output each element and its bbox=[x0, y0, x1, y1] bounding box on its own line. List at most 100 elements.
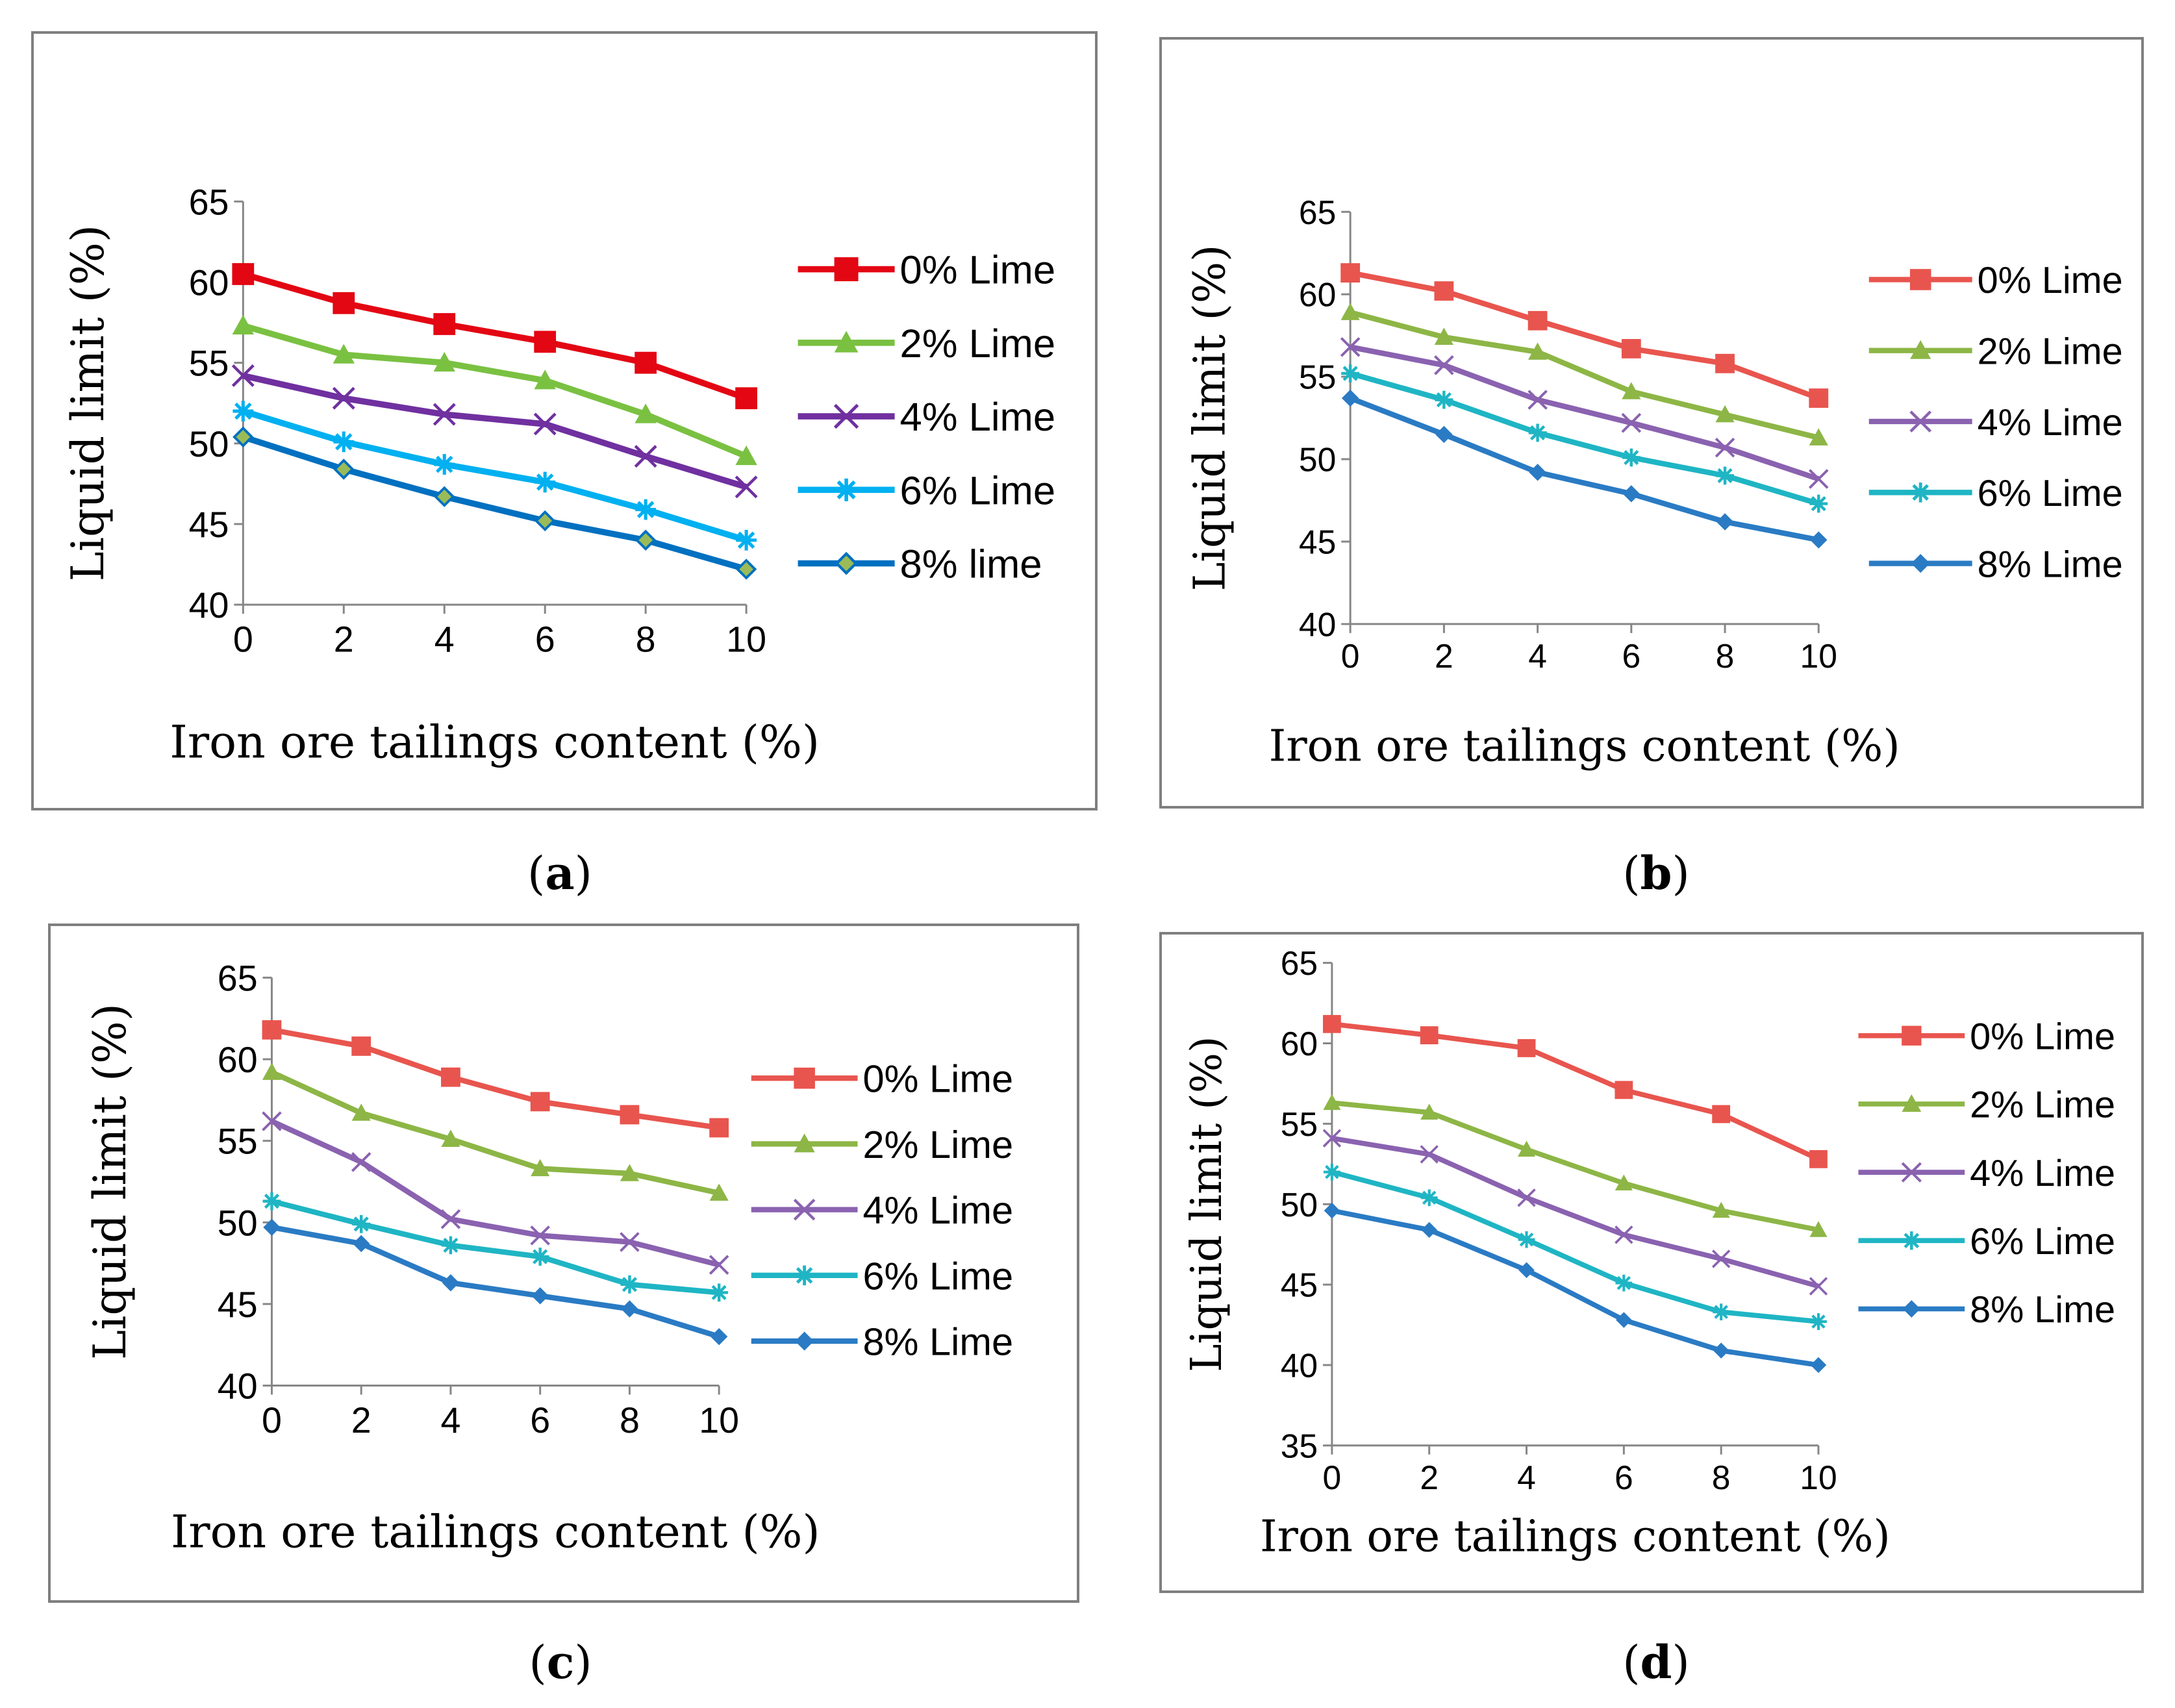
chart-a-xtick-label: 8 bbox=[636, 619, 656, 659]
chart-a-point-s1-4 bbox=[635, 403, 657, 423]
chart-b-point-s0-1 bbox=[1434, 281, 1454, 301]
chart-b-xtick-label: 8 bbox=[1716, 637, 1735, 675]
chart-panel-d: 35 40 45 50 55 60 65 0 2 4 6 8 10 Iron ore tailings c… bbox=[1159, 932, 2144, 1593]
chart-c-point-s1-4 bbox=[620, 1164, 640, 1181]
chart-d-ytick-label: 35 bbox=[1281, 1427, 1318, 1464]
chart-a-point-s3-0 bbox=[233, 401, 254, 421]
chart-c-ytick-label: 45 bbox=[218, 1285, 258, 1325]
chart-c-point-s2-3 bbox=[530, 1225, 550, 1246]
chart-c-point-s0-0 bbox=[262, 1020, 282, 1040]
chart-a-legend-0-marker bbox=[834, 257, 859, 282]
chart-c-ytick-label: 55 bbox=[218, 1122, 258, 1162]
chart-a-point-s1-0 bbox=[232, 314, 255, 334]
chart-c-point-s3-5 bbox=[710, 1283, 729, 1302]
chart-c-point-s1-1 bbox=[351, 1103, 371, 1121]
chart-b-point-s1-5 bbox=[1809, 428, 1828, 446]
chart-c-legend-label-0: 0% Lime bbox=[862, 1057, 1013, 1101]
chart-c-xtick-label: 6 bbox=[530, 1400, 550, 1440]
chart-d-legend-4-marker bbox=[1902, 1300, 1920, 1318]
chart-d-point-s0-4 bbox=[1712, 1105, 1731, 1124]
chart-d-point-s3-2 bbox=[1518, 1231, 1535, 1248]
chart-d-legend-label-2: 4% Lime bbox=[1970, 1153, 2115, 1194]
chart-b-point-s0-3 bbox=[1621, 339, 1641, 358]
chart-panel-b: 40 45 50 55 60 65 0 2 4 6 8 10 Iron ore tailings con… bbox=[1159, 37, 2144, 809]
chart-a-legend-label-0: 0% Lime bbox=[900, 248, 1056, 293]
chart-d-point-s4-2 bbox=[1518, 1262, 1535, 1279]
chart-c-point-s3-4 bbox=[620, 1275, 639, 1294]
chart-b-point-s2-5 bbox=[1808, 469, 1829, 489]
chart-c-point-s1-2 bbox=[441, 1129, 460, 1147]
chart-a-point-s3-5 bbox=[736, 529, 757, 551]
caption-b: (b) bbox=[1622, 846, 1690, 900]
chart-d-ytick-label: 55 bbox=[1281, 1105, 1318, 1143]
chart-b-point-s3-2 bbox=[1528, 423, 1547, 442]
chart-d-point-s4-0 bbox=[1324, 1202, 1340, 1219]
chart-d-xtick-label: 6 bbox=[1615, 1459, 1633, 1496]
chart-a-xtick-label: 6 bbox=[535, 619, 555, 659]
chart-c-legend-label-3: 6% Lime bbox=[862, 1254, 1013, 1298]
chart-d-point-s0-2 bbox=[1517, 1039, 1536, 1057]
chart-a-point-s2-0 bbox=[231, 364, 255, 387]
chart-a-point-s4-4 bbox=[635, 529, 657, 551]
chart-c-series-line-4 bbox=[271, 1224, 720, 1340]
chart-d-ytick-label: 50 bbox=[1281, 1186, 1318, 1224]
chart-c-point-s0-4 bbox=[620, 1105, 640, 1125]
chart-a-point-s2-1 bbox=[332, 386, 355, 410]
chart-c-x-axis-title: Iron ore tailings content (%) bbox=[171, 1507, 820, 1559]
chart-a-xtick-label: 2 bbox=[334, 619, 354, 659]
chart-a-legend-label-1: 2% Lime bbox=[900, 321, 1056, 366]
chart-c-point-s1-0 bbox=[262, 1062, 282, 1080]
chart-d-point-s2-0 bbox=[1322, 1129, 1342, 1148]
chart-c-legend-0-marker bbox=[794, 1067, 815, 1089]
chart-b-xtick-label: 2 bbox=[1435, 637, 1453, 675]
chart-b-xtick-label: 6 bbox=[1622, 637, 1641, 675]
chart-b-point-s4-3 bbox=[1622, 485, 1641, 503]
chart-b-svg: 40 45 50 55 60 65 0 2 4 6 8 10 Iron ore tailings con… bbox=[1183, 194, 2122, 772]
chart-d-svg: 35 40 45 50 55 60 65 0 2 4 6 8 10 Iron ore tailings c… bbox=[1182, 944, 2115, 1561]
chart-b-xtick-label: 4 bbox=[1528, 637, 1547, 675]
chart-c-xtick-label: 10 bbox=[699, 1400, 739, 1440]
chart-d-point-s1-3 bbox=[1615, 1174, 1633, 1190]
chart-a-point-s3-1 bbox=[333, 431, 355, 453]
chart-a-point-s4-3 bbox=[534, 510, 556, 532]
chart-d-ytick-label: 40 bbox=[1281, 1346, 1318, 1384]
chart-d-point-s0-5 bbox=[1809, 1149, 1828, 1168]
chart-a-point-s0-2 bbox=[433, 313, 456, 335]
chart-a-point-s2-5 bbox=[735, 475, 758, 499]
chart-d-ytick-label: 60 bbox=[1281, 1025, 1318, 1062]
chart-c-point-s0-2 bbox=[441, 1067, 460, 1087]
chart-b-ytick-label: 40 bbox=[1299, 605, 1336, 643]
chart-d-legend-2-marker bbox=[1901, 1162, 1922, 1183]
chart-d-series-line-4 bbox=[1331, 1208, 1819, 1368]
chart-a-legend-label-4: 8% lime bbox=[900, 542, 1042, 587]
chart-d-point-s0-3 bbox=[1615, 1081, 1633, 1099]
chart-d-point-s2-3 bbox=[1615, 1225, 1633, 1244]
chart-a-point-s4-0 bbox=[233, 426, 254, 448]
chart-d-y-axis-title: Liquid limit (%) bbox=[1182, 1036, 1231, 1372]
chart-b-point-s0-5 bbox=[1809, 388, 1829, 408]
chart-b-x-axis-title: Iron ore tailings content (%) bbox=[1269, 720, 1900, 771]
chart-a-point-s3-2 bbox=[434, 454, 455, 475]
chart-a-legend-3-marker bbox=[835, 478, 858, 501]
chart-b-point-s3-5 bbox=[1809, 494, 1828, 513]
chart-a-series-line-4 bbox=[242, 434, 748, 573]
chart-d-xtick-label: 8 bbox=[1712, 1459, 1731, 1496]
chart-a-legend-1-marker bbox=[834, 331, 859, 353]
chart-d-xtick-label: 0 bbox=[1323, 1459, 1342, 1496]
chart-c-legend-label-1: 2% Lime bbox=[862, 1123, 1013, 1166]
chart-d-legend-label-4: 8% Lime bbox=[1970, 1289, 2115, 1331]
chart-b-point-s3-1 bbox=[1435, 390, 1453, 409]
caption-d: (d) bbox=[1622, 1635, 1690, 1689]
chart-d-point-s1-2 bbox=[1517, 1140, 1536, 1157]
chart-c-xtick-label: 0 bbox=[262, 1400, 282, 1440]
chart-c-point-s0-5 bbox=[709, 1118, 729, 1138]
chart-a-point-s2-4 bbox=[634, 445, 657, 468]
chart-a-ytick-label: 65 bbox=[189, 182, 229, 222]
chart-panel-a: 40 45 50 55 60 65 0 2 4 6 8 10 Iron ore tailings con… bbox=[31, 31, 1098, 810]
chart-d-series-line-3 bbox=[1331, 1169, 1819, 1324]
chart-b-point-s1-4 bbox=[1715, 405, 1735, 423]
chart-b-y-axis-title: Liquid limit (%) bbox=[1183, 245, 1235, 592]
chart-b-point-s4-0 bbox=[1341, 389, 1359, 407]
chart-a-point-s0-4 bbox=[635, 351, 657, 374]
chart-b-point-s4-2 bbox=[1529, 464, 1546, 481]
